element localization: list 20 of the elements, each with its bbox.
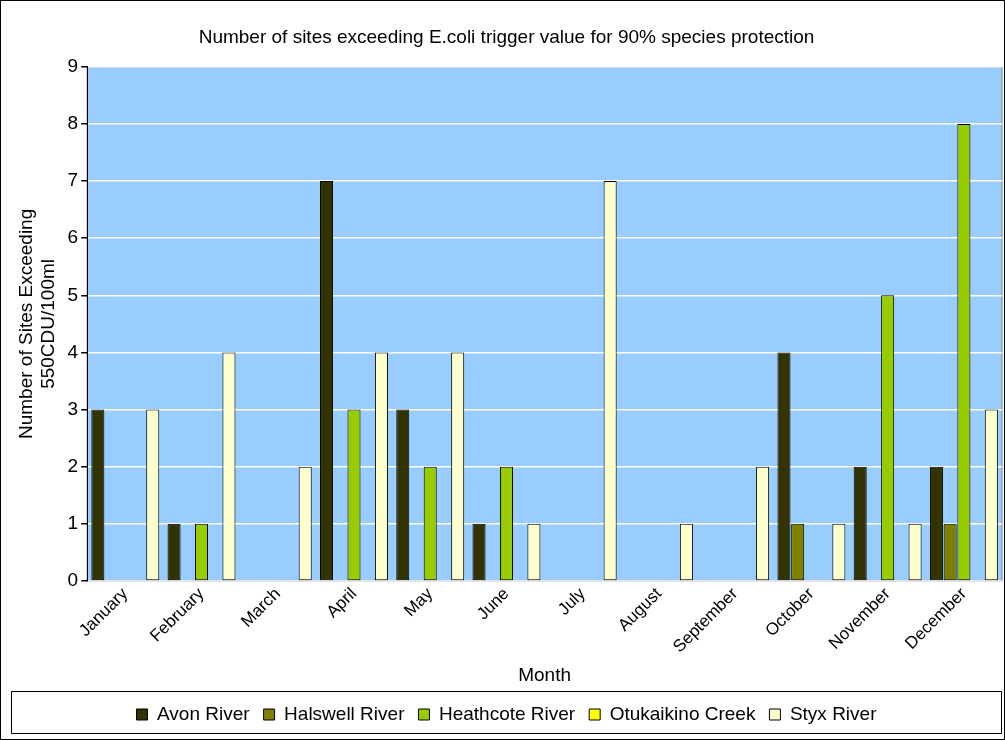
legend-label: Styx River: [789, 702, 878, 724]
y-tick-label: 2: [67, 454, 79, 476]
legend-label: Otukaikino Creek: [609, 702, 756, 724]
y-tick-label: 1: [67, 512, 79, 534]
y-tick-label: 3: [67, 397, 79, 419]
y-tick-label: 7: [67, 169, 79, 191]
y-tick-label: 6: [67, 226, 79, 248]
chart-title: Number of sites exceeding E.coli trigger value for 90% species protection: [198, 25, 815, 47]
y-tick-label: 4: [67, 340, 79, 362]
y-tick-label: 5: [67, 283, 79, 305]
y-tick-label: 8: [67, 112, 79, 134]
y-tick-label: 9: [67, 55, 79, 77]
y-tick-label: 0: [67, 569, 79, 591]
x-tick-label: May: [400, 583, 437, 621]
legend-label: Halswell River: [284, 702, 406, 724]
legend-label: Heathcote River: [438, 702, 576, 724]
legend-label: Avon River: [157, 702, 251, 724]
x-tick-label: July: [554, 583, 590, 619]
y-axis-title: Number of Sites Exceeding 550CDU/100ml: [14, 208, 59, 439]
x-axis-title: Month: [518, 663, 571, 685]
